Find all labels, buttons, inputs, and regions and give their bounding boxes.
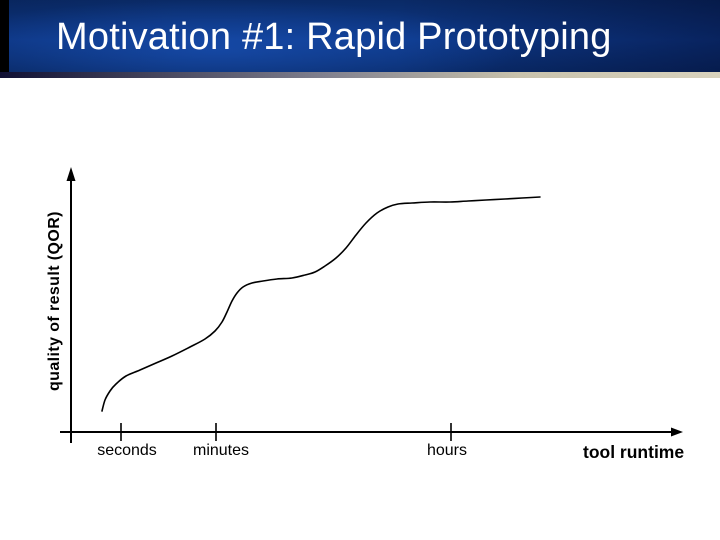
header-bar: Motivation #1: Rapid Prototyping [0,0,720,72]
x-tick-label-hours: hours [426,442,468,459]
x-tick-label-seconds: seconds [97,442,157,459]
y-axis-arrowhead-icon [66,167,76,181]
axes-group [60,167,683,443]
x-tick-label-minutes: minutes [192,442,250,459]
y-axis-label: quality of result (QOR) [46,211,63,391]
curve-group [101,196,541,412]
x-axis-arrowhead-icon [671,427,683,437]
x-axis-label: tool runtime [583,442,685,462]
slide-title: Motivation #1: Rapid Prototyping [56,16,612,58]
header-accent-strip [0,0,9,72]
qor-curve [101,196,541,412]
header-divider [0,72,720,78]
